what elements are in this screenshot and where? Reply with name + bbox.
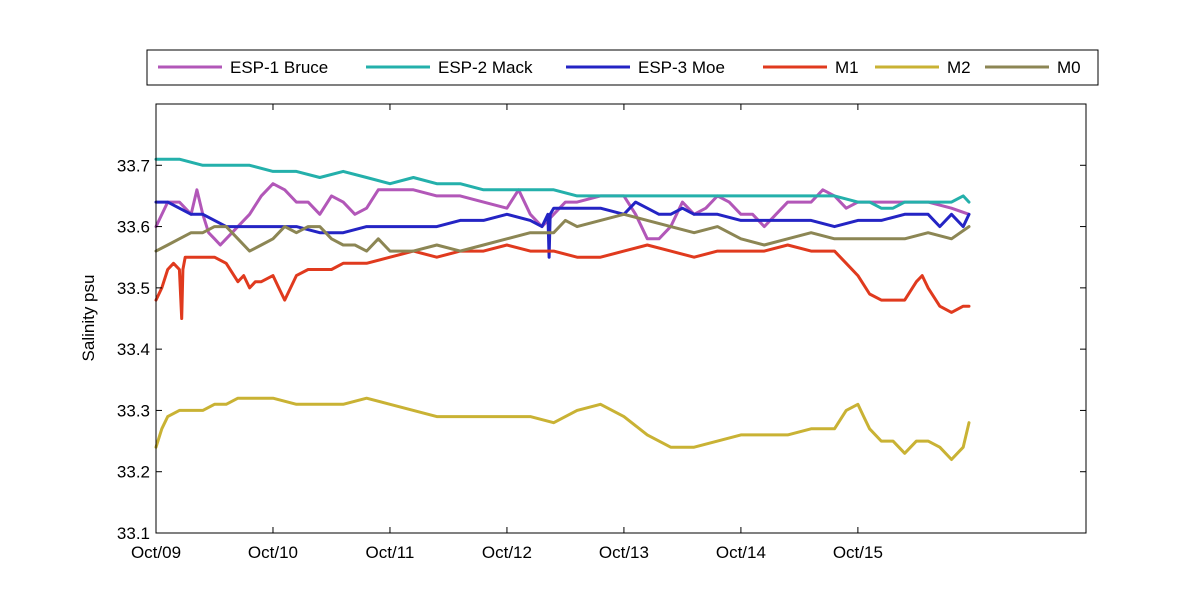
x-tick-label: Oct/09 [131, 543, 181, 562]
x-tick-label: Oct/10 [248, 543, 298, 562]
legend-label-m0: M0 [1057, 58, 1081, 77]
x-tick-label: Oct/13 [599, 543, 649, 562]
y-tick-label: 33.1 [117, 524, 150, 543]
y-tick-label: 33.3 [117, 401, 150, 420]
series-line-m0 [154, 212, 971, 253]
legend-label-m1: M1 [835, 58, 859, 77]
x-tick-label: Oct/14 [716, 543, 766, 562]
series-line-esp-3-moe [154, 200, 971, 259]
y-tick-label: 33.6 [117, 218, 150, 237]
y-axis-label: Salinity psu [79, 275, 98, 362]
y-tick-label: 33.7 [117, 156, 150, 175]
legend-label-esp-3-moe: ESP-3 Moe [638, 58, 725, 77]
plot-frame [155, 103, 1087, 534]
y-tick-label: 33.4 [117, 340, 150, 359]
y-tick-label: 33.2 [117, 463, 150, 482]
x-tick-label: Oct/11 [366, 543, 415, 562]
legend: ESP-1 Bruce ESP-2 Mack ESP-3 Moe M1 M2 M0 [146, 49, 1099, 86]
x-tick-label: Oct/12 [482, 543, 532, 562]
series-line-esp-2-mack [154, 157, 971, 210]
y-tick-label: 33.5 [117, 279, 150, 298]
series-line-esp-1-bruce [154, 182, 971, 247]
legend-items: ESP-1 Bruce ESP-2 Mack ESP-3 Moe M1 M2 M0 [158, 58, 1081, 77]
legend-label-esp-2-mack: ESP-2 Mack [438, 58, 533, 77]
x-axis: Oct/09 Oct/10 Oct/11 Oct/12 Oct/13 Oct/14 Oct/… [131, 104, 883, 562]
y-axis: 33.1 33.2 33.3 33.4 33.5 33.6 33.7 [117, 156, 1086, 543]
series-line-m2 [154, 396, 971, 461]
legend-label-m2: M2 [947, 58, 971, 77]
series-layer [154, 157, 971, 461]
x-tick-label: Oct/15 [833, 543, 883, 562]
legend-label-esp-1-bruce: ESP-1 Bruce [230, 58, 328, 77]
